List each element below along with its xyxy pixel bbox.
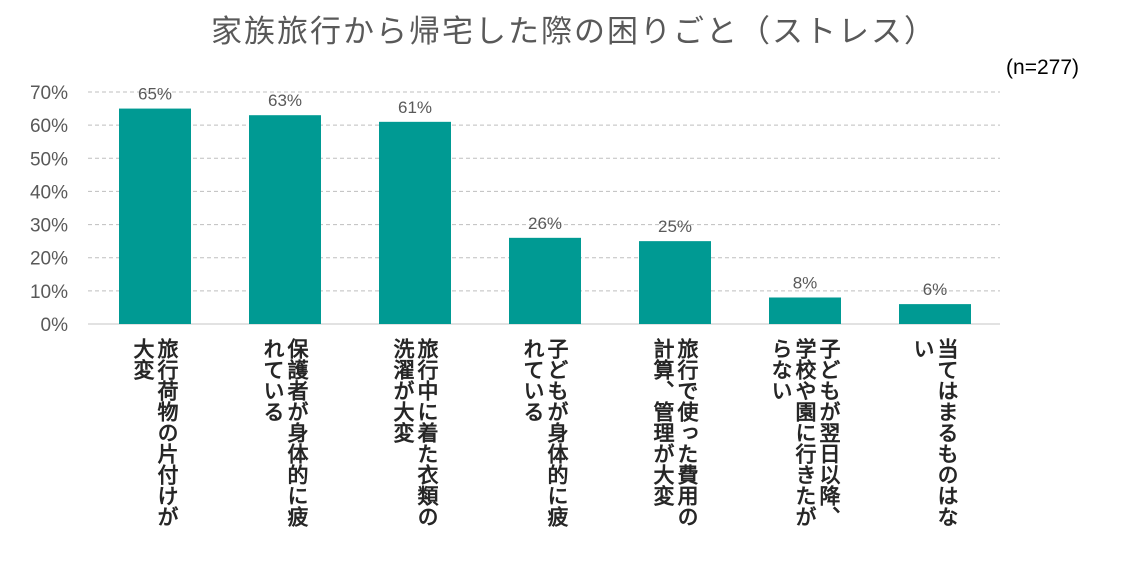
category-label: 子どもが翌日以降、 bbox=[817, 338, 841, 527]
value-label: 63% bbox=[268, 91, 302, 110]
category-label: 旅行中に着た衣類の bbox=[415, 337, 440, 527]
sample-size-note: (n=277) bbox=[1006, 56, 1079, 79]
y-tick-label: 70% bbox=[30, 83, 68, 104]
bar bbox=[509, 237, 581, 324]
category-label: 洗濯が大変 bbox=[391, 338, 415, 444]
value-label: 6% bbox=[923, 280, 948, 299]
y-tick-label: 40% bbox=[30, 182, 68, 203]
value-label: 25% bbox=[658, 217, 692, 236]
category-label: 旅行で使った費用の bbox=[675, 337, 700, 527]
category-label: 学校や園に行きたが bbox=[793, 337, 818, 527]
value-label: 65% bbox=[138, 85, 172, 104]
category-label: 子どもが身体的に疲 bbox=[545, 338, 569, 528]
category-label: れている bbox=[521, 338, 545, 422]
category-label: らない bbox=[769, 338, 793, 401]
value-labels: 65% 63% 61% 26% 25% 8% 6% bbox=[138, 85, 947, 300]
y-tick-label: 20% bbox=[30, 249, 68, 270]
category-label: 保護者が身体的に疲 bbox=[285, 338, 310, 528]
category-label: 大変 bbox=[131, 338, 155, 381]
value-label: 8% bbox=[793, 273, 818, 292]
bar bbox=[119, 108, 191, 324]
category-label: 旅行荷物の片付けが bbox=[155, 337, 180, 527]
y-axis-tick-labels: 0% 10% 20% 30% 40% 50% 60% 70% bbox=[30, 83, 68, 336]
bar bbox=[769, 297, 841, 324]
bar bbox=[379, 121, 451, 324]
bar bbox=[639, 241, 711, 324]
category-label: れている bbox=[261, 338, 285, 422]
y-tick-label: 60% bbox=[30, 116, 68, 137]
category-label: い bbox=[911, 338, 935, 359]
y-tick-label: 50% bbox=[30, 149, 68, 170]
y-tick-label: 0% bbox=[41, 315, 69, 336]
category-label: 計算、管理が大変 bbox=[651, 337, 675, 507]
bar bbox=[899, 304, 971, 324]
bar bbox=[249, 115, 321, 324]
value-label: 61% bbox=[398, 98, 432, 117]
bars bbox=[119, 108, 971, 324]
chart-title: 家族旅行から帰宅した際の困りごと（ストレス） bbox=[211, 14, 937, 50]
category-label: 当てはまるものはな bbox=[935, 337, 959, 527]
y-tick-label: 30% bbox=[30, 216, 68, 237]
y-tick-label: 10% bbox=[30, 282, 68, 303]
value-label: 26% bbox=[528, 214, 562, 233]
